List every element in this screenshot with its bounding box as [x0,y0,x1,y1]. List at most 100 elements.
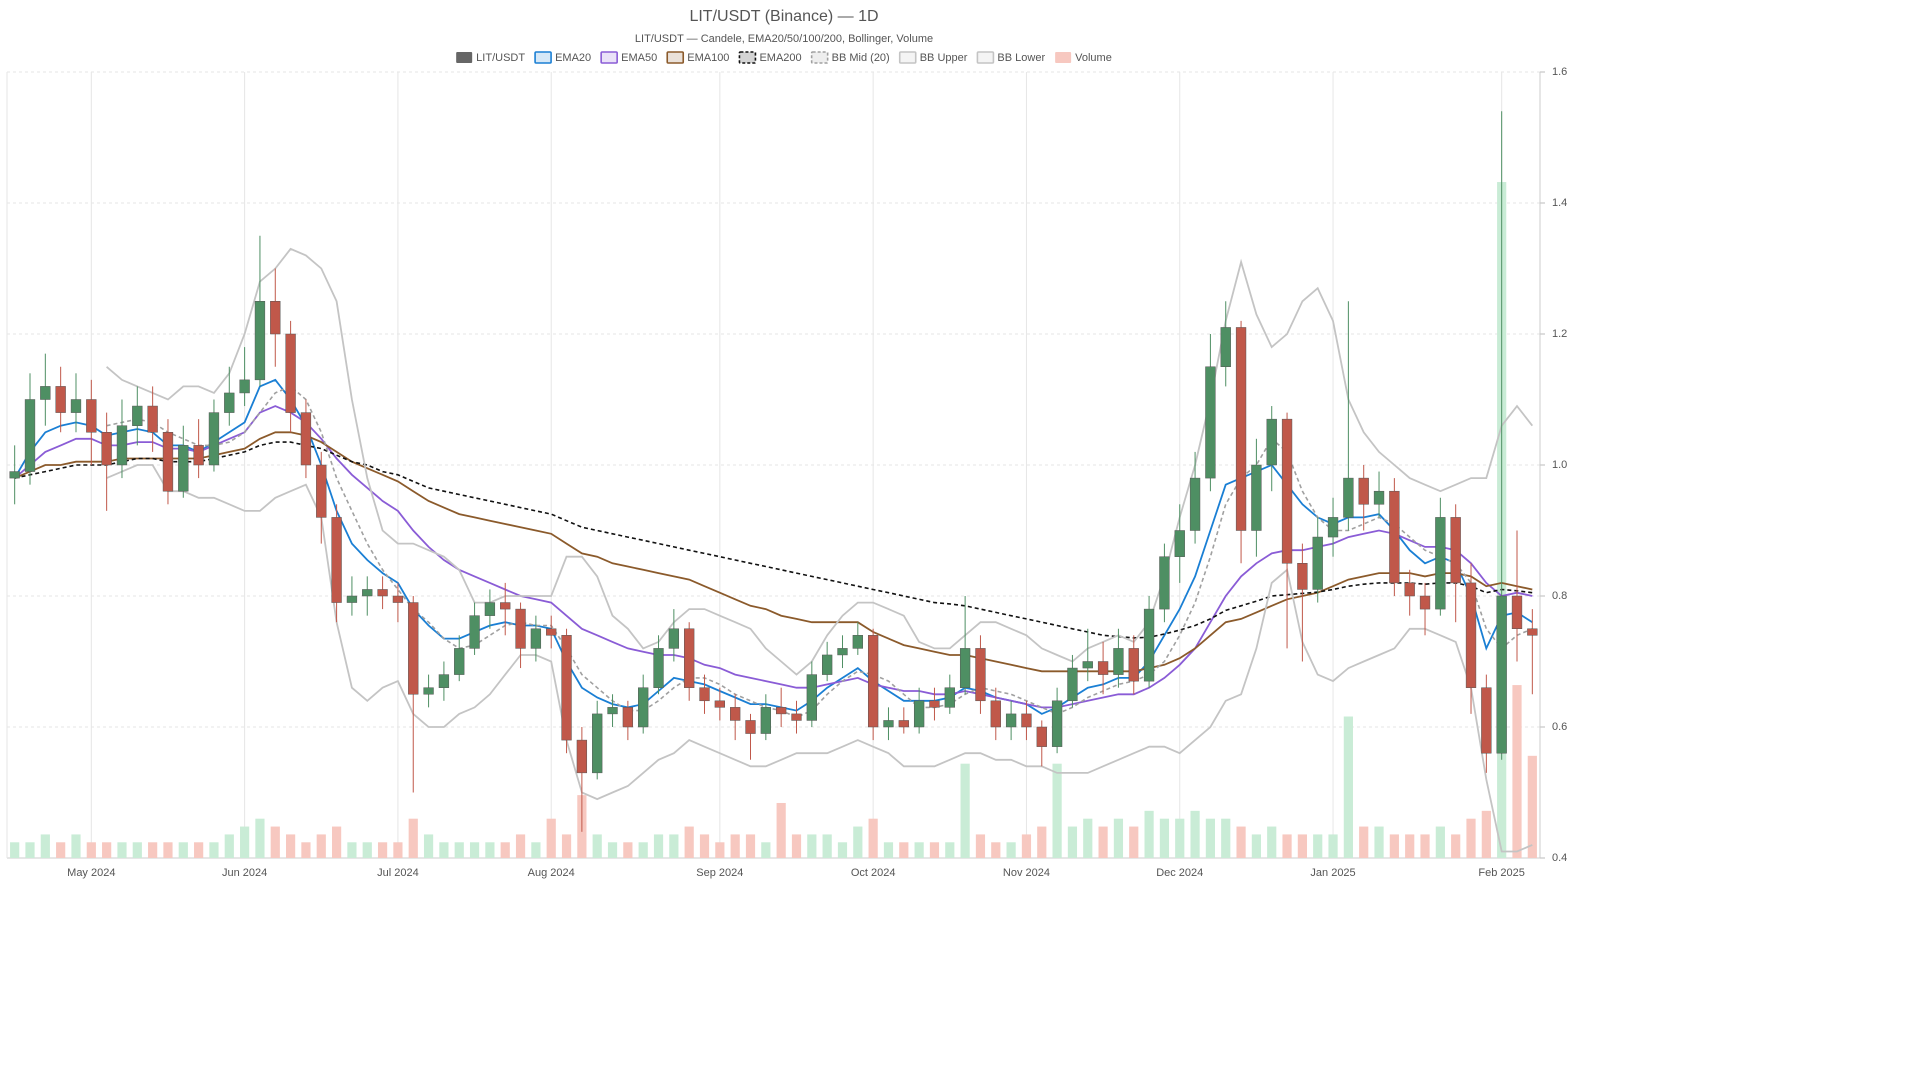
legend-label: EMA100 [687,52,729,64]
line-series [14,441,1533,639]
candle-body [929,700,940,708]
candle-body [377,589,388,597]
volume-bar [1021,834,1032,858]
candle-body [1297,563,1308,590]
volume-bar [1267,826,1277,858]
volume-bar [1359,826,1369,858]
candle-body [730,707,741,721]
candle-body [653,648,664,688]
volume-bar [1037,826,1047,858]
candle-body [239,379,250,394]
volume-bar [991,842,1001,858]
volume-bar [1389,834,1399,858]
candle-body [852,635,863,649]
candle-body [1419,595,1431,610]
candle-body [592,713,603,774]
volume-bar [40,834,50,858]
legend-swatch [534,51,552,64]
y-tick-label: 1.0 [1552,459,1567,471]
legend-swatch [1055,52,1072,63]
candle-body [638,687,649,728]
candle-body [1373,490,1385,505]
candle-body [821,654,833,675]
candle-body [484,602,496,616]
volume-bar [270,826,280,858]
volume-bar [148,842,158,858]
volume-bar [745,834,756,858]
candle-body [1511,595,1523,629]
candle-body [668,628,680,649]
candle-body [1481,687,1492,754]
volume-bar [853,826,863,858]
candle-body [576,739,588,774]
candle-body [362,589,373,597]
volume-bar [1113,818,1124,858]
volume-bar [515,834,526,858]
chart-title: LIT/USDT (Binance) — 1D [689,8,878,25]
volume-bar [1144,810,1154,858]
candle-body [898,720,909,728]
candle-body [1174,530,1185,557]
x-tick-label: Aug 2024 [528,867,575,879]
y-tick-label: 0.6 [1552,721,1567,733]
volume-bar [1251,834,1261,858]
candle-body [316,464,327,518]
volume-bar [623,842,633,858]
candle-body [408,602,419,695]
candle-body [346,595,358,603]
volume-bar [669,834,679,858]
legend-label: EMA20 [555,52,591,64]
candle-body [40,386,51,400]
volume-bar [1527,755,1537,858]
volume-bar [807,834,817,858]
candle-body [1036,726,1047,747]
volume-bar [945,842,955,858]
volume-bar [1466,818,1476,858]
volume-bar [715,842,725,858]
volume-bar [1405,834,1415,858]
legend-label: Volume [1075,52,1112,64]
volume-bar [1006,842,1016,858]
volume-bar [117,842,127,858]
candle-body [1389,490,1400,584]
y-tick-label: 1.6 [1552,66,1567,78]
volume-bar [454,842,464,858]
candle-body [1067,667,1078,702]
candle-body [224,392,235,413]
y-tick-label: 1.4 [1552,197,1567,209]
volume-bar [56,842,66,858]
y-tick-label: 0.4 [1552,852,1567,864]
candle-body [1005,713,1017,728]
volume-bar [132,842,142,858]
candle-body [392,595,404,603]
candle-body [423,687,434,695]
candle-body [806,674,817,721]
volume-bar [592,834,602,858]
volume-bar [1129,826,1139,858]
candle-body [975,648,986,702]
volume-bar [316,834,326,858]
candle-body [1235,327,1247,531]
candle-body [500,602,511,610]
legend-label: LIT/USDT [476,52,525,64]
volume-bar [975,834,986,858]
candle-body [1082,661,1093,669]
volume-bar [1451,834,1461,858]
volume-bar [791,834,802,858]
volume-bar [1052,763,1062,858]
candle-body [867,635,879,728]
line-layer [13,247,1534,853]
grid: 0.4 0.6 0.8 1.0 1.2 1.4 1.6 May 2024 Jun 2024 Jul… [6,66,1567,879]
volume-bar [377,842,388,858]
candle-body [1527,628,1538,636]
candle-body [791,713,802,721]
candle-body [883,720,894,728]
volume-bar [1175,818,1185,858]
volume-bar [240,826,250,858]
volume-bar [1282,834,1292,858]
candle-body [147,405,158,433]
candle-body [684,628,695,688]
volume-bar [1313,834,1323,858]
volume-bar [362,842,372,858]
